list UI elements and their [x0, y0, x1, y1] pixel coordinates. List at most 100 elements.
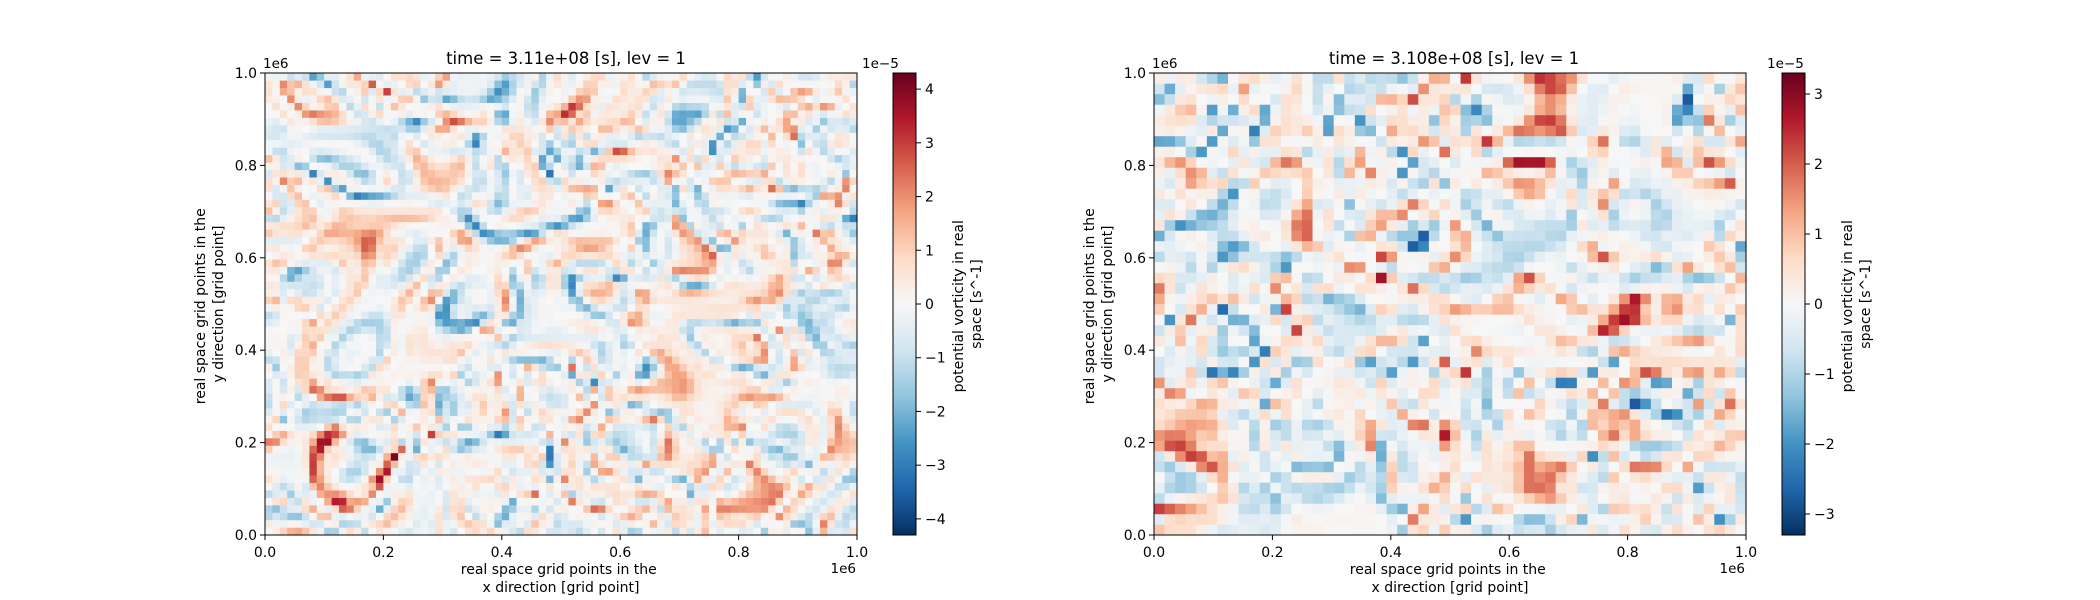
heatmap-cell	[324, 475, 332, 483]
heatmap-cell	[420, 348, 428, 357]
heatmap-cell	[272, 408, 280, 416]
heatmap-cell	[546, 333, 554, 342]
heatmap-cell	[583, 169, 591, 178]
heatmap-cell	[376, 110, 384, 118]
heatmap-cell	[723, 177, 732, 185]
heatmap-cell	[376, 453, 384, 461]
heatmap-cell	[820, 281, 828, 290]
heatmap-cell	[294, 296, 303, 305]
heatmap-cell	[657, 125, 665, 133]
heatmap-cell	[716, 251, 724, 260]
heatmap-cell	[635, 281, 643, 290]
heatmap-cell	[664, 512, 673, 521]
heatmap-cell	[635, 147, 643, 156]
heatmap-cell	[353, 467, 362, 476]
heatmap-cell	[383, 408, 391, 416]
heatmap-cell	[516, 371, 525, 379]
heatmap-cell	[627, 162, 636, 171]
heatmap-cell	[265, 512, 273, 521]
heatmap-cell	[487, 520, 495, 528]
heatmap-cell	[561, 400, 569, 409]
heatmap-cell	[620, 95, 628, 103]
heatmap-cell	[494, 341, 502, 349]
heatmap-cell	[738, 87, 747, 96]
heatmap-cell	[849, 333, 857, 342]
heatmap-cell	[479, 184, 488, 193]
heatmap-cell	[672, 423, 680, 431]
heatmap-cell	[649, 378, 658, 387]
heatmap-cell	[376, 311, 384, 320]
heatmap-cell	[457, 87, 465, 96]
heatmap-cell	[849, 199, 857, 208]
heatmap-cell	[472, 453, 480, 461]
heatmap-cell	[398, 274, 406, 282]
heatmap-cell	[820, 326, 828, 334]
heatmap-cell	[294, 274, 303, 282]
heatmap-cell	[413, 154, 421, 163]
heatmap-cell	[775, 296, 784, 305]
heatmap-cell	[324, 348, 332, 357]
heatmap-cell	[442, 73, 451, 81]
heatmap-cell	[820, 318, 828, 327]
heatmap-cell	[642, 371, 650, 379]
heatmap-cell	[398, 207, 406, 215]
heatmap-cell	[516, 333, 525, 342]
heatmap-cell	[694, 400, 702, 409]
heatmap-cell	[686, 229, 695, 238]
heatmap-cell	[420, 467, 428, 476]
heatmap-cell	[783, 251, 791, 260]
heatmap-cell	[398, 214, 406, 223]
heatmap-cell	[723, 73, 732, 81]
heatmap-cell	[694, 244, 702, 252]
heatmap-cell	[376, 169, 384, 178]
heatmap-cell	[746, 460, 754, 469]
heatmap-cell	[487, 80, 495, 89]
heatmap-cell	[509, 505, 517, 513]
heatmap-cell	[598, 363, 606, 372]
heatmap-cell	[287, 199, 295, 208]
heatmap-cell	[472, 147, 480, 156]
heatmap-cell	[353, 80, 362, 89]
heatmap-cell	[420, 259, 428, 267]
heatmap-cell	[605, 251, 613, 260]
heatmap-cell	[561, 333, 569, 342]
heatmap-cell	[694, 236, 702, 245]
heatmap-cell	[479, 192, 488, 200]
heatmap-cell	[501, 490, 510, 498]
heatmap-cell	[457, 490, 465, 498]
heatmap-cell	[524, 408, 532, 416]
heatmap-cell	[346, 102, 354, 111]
heatmap-cell	[361, 311, 369, 320]
heatmap-cell	[627, 385, 636, 394]
heatmap-cell	[309, 140, 317, 148]
heatmap-cell	[524, 140, 532, 148]
heatmap-cell	[346, 490, 354, 498]
heatmap-cell	[316, 184, 325, 193]
heatmap-cell	[746, 520, 754, 528]
heatmap-cell	[553, 490, 562, 498]
heatmap-cell	[272, 125, 280, 133]
heatmap-cell	[694, 154, 702, 163]
heatmap-cell	[664, 87, 673, 96]
heatmap-cell	[302, 132, 310, 141]
heatmap-cell	[760, 460, 769, 469]
heatmap-cell	[383, 154, 391, 163]
heatmap-cell	[590, 415, 599, 424]
heatmap-cell	[716, 244, 724, 252]
heatmap-cell	[842, 527, 850, 535]
heatmap-cell	[479, 162, 488, 171]
heatmap-cell	[450, 512, 458, 521]
x-tick-label: 0.6	[609, 545, 631, 561]
heatmap-cell	[701, 259, 710, 267]
heatmap-cell	[509, 184, 517, 193]
heatmap-cell	[760, 393, 769, 402]
heatmap-cell	[701, 125, 710, 133]
heatmap-cell	[450, 460, 458, 469]
heatmap-cell	[353, 117, 362, 126]
heatmap-cell	[561, 73, 569, 81]
heatmap-cell	[339, 259, 347, 267]
heatmap-cell	[427, 512, 436, 521]
heatmap-cell	[746, 222, 754, 230]
heatmap-cell	[635, 505, 643, 513]
heatmap-cell	[827, 87, 835, 96]
